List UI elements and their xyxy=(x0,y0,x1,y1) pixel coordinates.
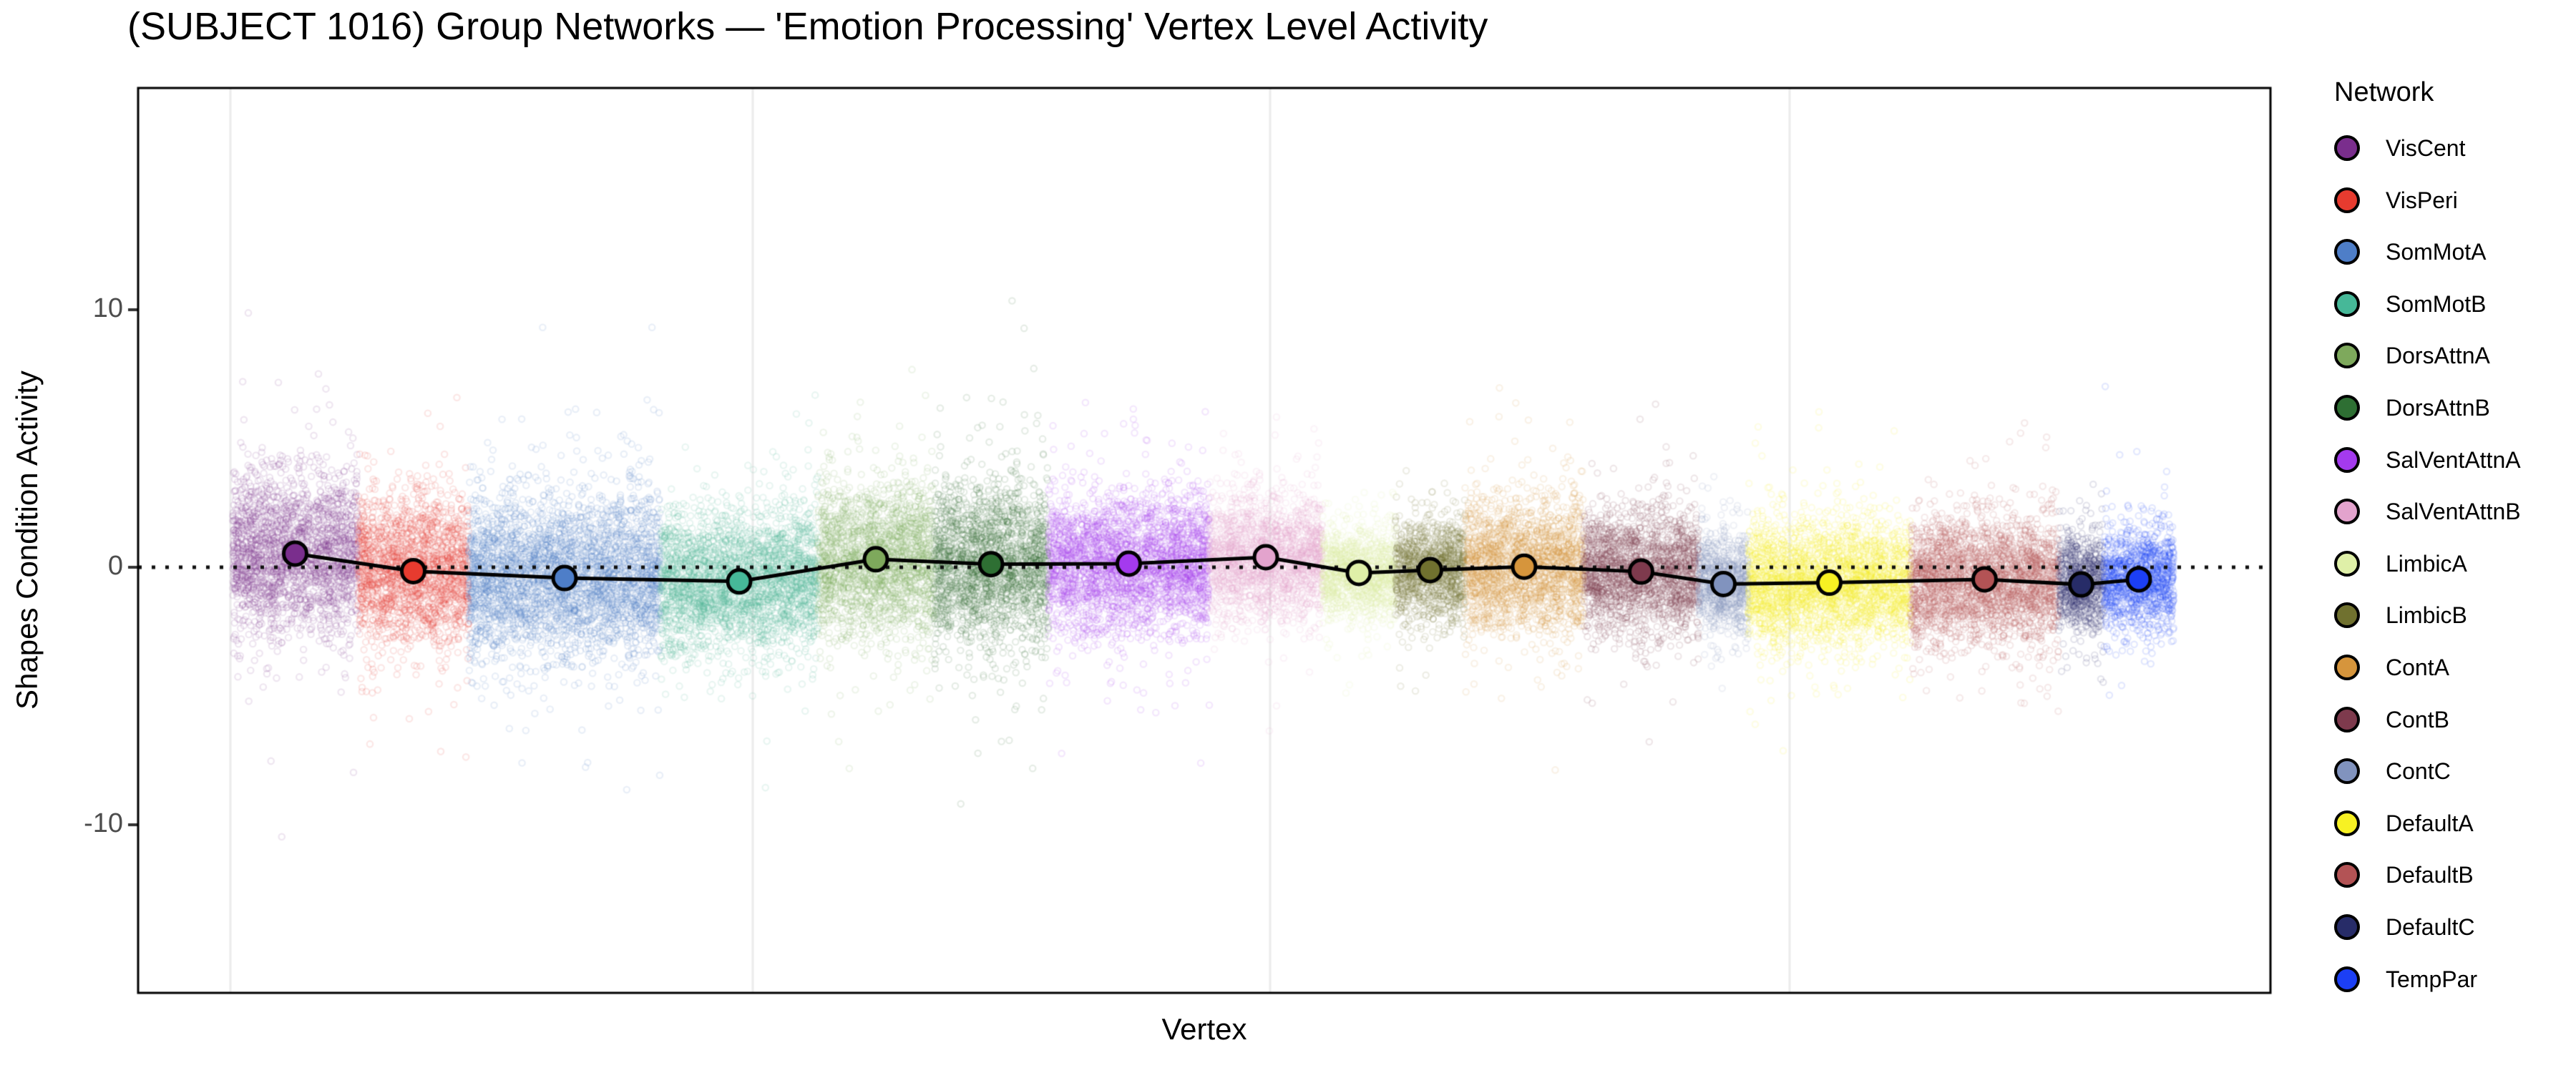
legend-label-LimbicA: LimbicA xyxy=(2386,550,2467,577)
legend-swatch-LimbicB-icon xyxy=(2334,602,2360,629)
legend-swatch-DorsAttnA-icon xyxy=(2334,343,2360,369)
legend-label-SomMotB: SomMotB xyxy=(2386,290,2487,317)
legend-swatch-LimbicA-icon xyxy=(2334,550,2360,577)
legend-label-DefaultC: DefaultC xyxy=(2386,914,2475,940)
legend-label-VisPeri: VisPeri xyxy=(2386,187,2458,213)
legend-swatch-SalVentAttnA-icon xyxy=(2334,446,2360,473)
legend-swatch-ContA-icon xyxy=(2334,655,2360,680)
legend-label-DorsAttnA: DorsAttnA xyxy=(2386,343,2490,369)
legend-title: Network xyxy=(2334,77,2434,107)
legend-label-LimbicB: LimbicB xyxy=(2386,602,2467,629)
legend-swatch-DorsAttnB-icon xyxy=(2334,395,2360,421)
legend-swatch-ContB-icon xyxy=(2334,706,2360,733)
legend-swatch-SomMotB-icon xyxy=(2334,290,2360,317)
legend-label-SomMotA: SomMotA xyxy=(2386,239,2487,265)
legend-label-TempPar: TempPar xyxy=(2386,966,2478,992)
legend-label-SalVentAttnA: SalVentAttnA xyxy=(2386,446,2521,473)
legend-label-VisCent: VisCent xyxy=(2386,135,2466,161)
legend-label-DefaultA: DefaultA xyxy=(2386,810,2474,836)
legend-swatch-ContC-icon xyxy=(2334,758,2360,785)
legend-swatch-DefaultC-icon xyxy=(2334,914,2360,940)
y-tick-label-10: 10 xyxy=(92,293,123,323)
legend-label-DefaultB: DefaultB xyxy=(2386,862,2474,888)
legend-label-ContC: ContC xyxy=(2386,758,2451,785)
chart-title: (SUBJECT 1016) Group Networks — 'Emotion… xyxy=(127,5,1488,48)
x-axis-title: Vertex xyxy=(1161,1012,1247,1046)
legend-swatch-VisCent-icon xyxy=(2334,135,2360,161)
y-axis-title: Shapes Condition Activity xyxy=(10,371,44,710)
y-tick-label-0: 0 xyxy=(107,551,123,581)
legend-swatch-DefaultA-icon xyxy=(2334,810,2360,836)
legend-swatch-VisPeri-icon xyxy=(2334,187,2360,213)
legend-swatch-DefaultB-icon xyxy=(2334,862,2360,888)
legend-label-SalVentAttnB: SalVentAttnB xyxy=(2386,499,2521,525)
y-tick-label-minus10: -10 xyxy=(84,808,123,838)
legend-label-ContB: ContB xyxy=(2386,706,2449,733)
legend-label-DorsAttnB: DorsAttnB xyxy=(2386,395,2490,421)
legend-swatch-SomMotA-icon xyxy=(2334,239,2360,265)
legend-swatch-SalVentAttnB-icon xyxy=(2334,499,2360,525)
legend-swatch-TempPar-icon xyxy=(2334,966,2360,992)
legend-label-ContA: ContA xyxy=(2386,655,2449,680)
